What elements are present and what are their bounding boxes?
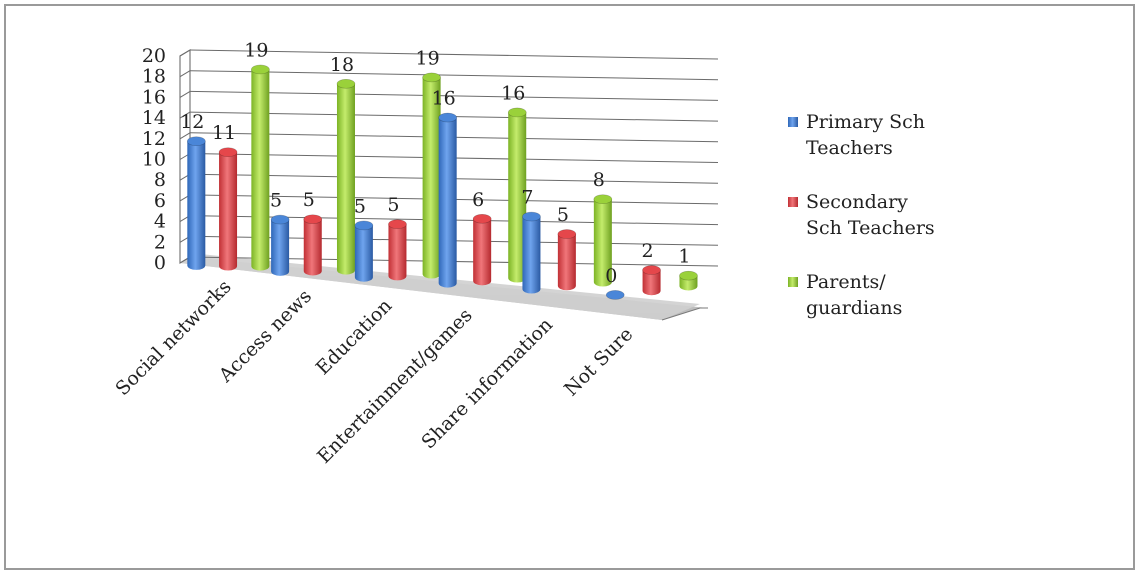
bar-top: [679, 270, 698, 281]
category-label: Education: [312, 295, 397, 380]
bar-top: [388, 219, 407, 229]
data-label: 5: [354, 195, 366, 217]
bar-secondary-sch-teachers-3: [473, 218, 492, 286]
bar-top: [354, 220, 374, 231]
legend-label: Parents/: [806, 271, 886, 293]
bar-secondary-sch-teachers-1: [303, 219, 322, 276]
data-label: 19: [244, 39, 268, 61]
bar-top: [642, 265, 661, 275]
data-label: 19: [416, 47, 440, 69]
category-label: Not Sure: [560, 323, 637, 400]
floor-edge: [661, 307, 708, 321]
category-label: Access news: [214, 285, 316, 387]
y-tick-label: 12: [142, 128, 166, 150]
data-label: 7: [521, 187, 533, 209]
side-gridline: [179, 49, 191, 57]
bar-secondary-sch-teachers-5: [642, 270, 661, 296]
data-label: 0: [605, 265, 617, 287]
data-label: 16: [432, 88, 456, 110]
side-gridline: [179, 132, 191, 140]
legend-label: guardians: [806, 297, 902, 319]
category-label: Social networks: [111, 276, 235, 400]
y-tick-label: 0: [154, 252, 166, 274]
bar-parents-guardians-2: [422, 77, 441, 279]
data-label: 5: [557, 204, 569, 226]
y-tick-label: 6: [154, 190, 166, 212]
side-gridline: [179, 111, 191, 119]
bar-top: [507, 107, 527, 118]
legend: Primary Sch Teachers Secondary Sch Teachers…: [788, 111, 935, 319]
legend-label: Primary Sch: [806, 111, 925, 133]
data-label: 2: [642, 240, 654, 262]
legend-label: Sch Teachers: [806, 217, 935, 239]
data-label: 8: [593, 169, 605, 191]
bar-parents-guardians-1: [336, 83, 355, 275]
bar-top: [593, 194, 613, 205]
data-label: 5: [387, 194, 399, 216]
y-tick-label: 2: [154, 231, 166, 253]
bar-parents-guardians-0: [251, 69, 270, 271]
bars-layer: [187, 64, 698, 300]
bar-top: [187, 136, 206, 147]
data-label: 5: [303, 189, 315, 211]
bar-secondary-sch-teachers-4: [557, 234, 576, 291]
bar-parents-guardians-4: [593, 199, 612, 287]
bar-secondary-sch-teachers-2: [388, 224, 407, 281]
y-tick-label: 8: [154, 169, 166, 191]
data-label: 5: [270, 190, 282, 212]
bar-primary-sch-teachers-4: [522, 216, 541, 294]
y-tick-label: 14: [142, 107, 166, 129]
bar-top: [605, 290, 625, 300]
bar-parents-guardians-3: [508, 112, 527, 283]
data-label: 16: [501, 82, 525, 104]
bar-top: [557, 229, 577, 239]
bar-primary-sch-teachers-2: [354, 225, 373, 282]
data-label: 11: [212, 122, 236, 144]
gridline: [189, 70, 719, 81]
bar-primary-sch-teachers-0: [187, 141, 206, 270]
bar-top: [522, 211, 541, 222]
side-gridline: [179, 70, 191, 78]
data-label: 6: [472, 189, 484, 211]
bar-primary-sch-teachers-3: [438, 117, 457, 288]
bar-top: [303, 214, 323, 225]
legend-swatch: [788, 277, 798, 287]
y-tick-label: 4: [154, 211, 166, 233]
bar-top: [422, 72, 441, 83]
bar-top: [270, 214, 290, 225]
legend-label: Teachers: [806, 137, 893, 159]
y-tick-label: 16: [142, 86, 166, 108]
bar-secondary-sch-teachers-0: [219, 152, 238, 271]
category-label: Entertainment/games: [313, 304, 477, 468]
bar-top: [438, 112, 457, 123]
bar-top: [251, 64, 270, 75]
bar-top: [218, 147, 238, 157]
y-tick-label: 10: [142, 149, 166, 171]
gridline: [189, 49, 719, 60]
y-tick-label: 20: [142, 45, 166, 67]
data-label: 12: [180, 111, 204, 133]
bar-top: [472, 213, 492, 224]
side-gridline: [179, 90, 191, 98]
bar-primary-sch-teachers-1: [271, 219, 290, 276]
gridline: [189, 90, 719, 101]
y-tick-label: 18: [142, 66, 166, 88]
data-label: 18: [330, 54, 354, 76]
legend-swatch: [788, 117, 798, 127]
bar-top: [336, 78, 356, 89]
legend-label: Secondary: [806, 191, 908, 213]
data-label: 1: [678, 246, 690, 268]
legend-swatch: [788, 197, 798, 207]
